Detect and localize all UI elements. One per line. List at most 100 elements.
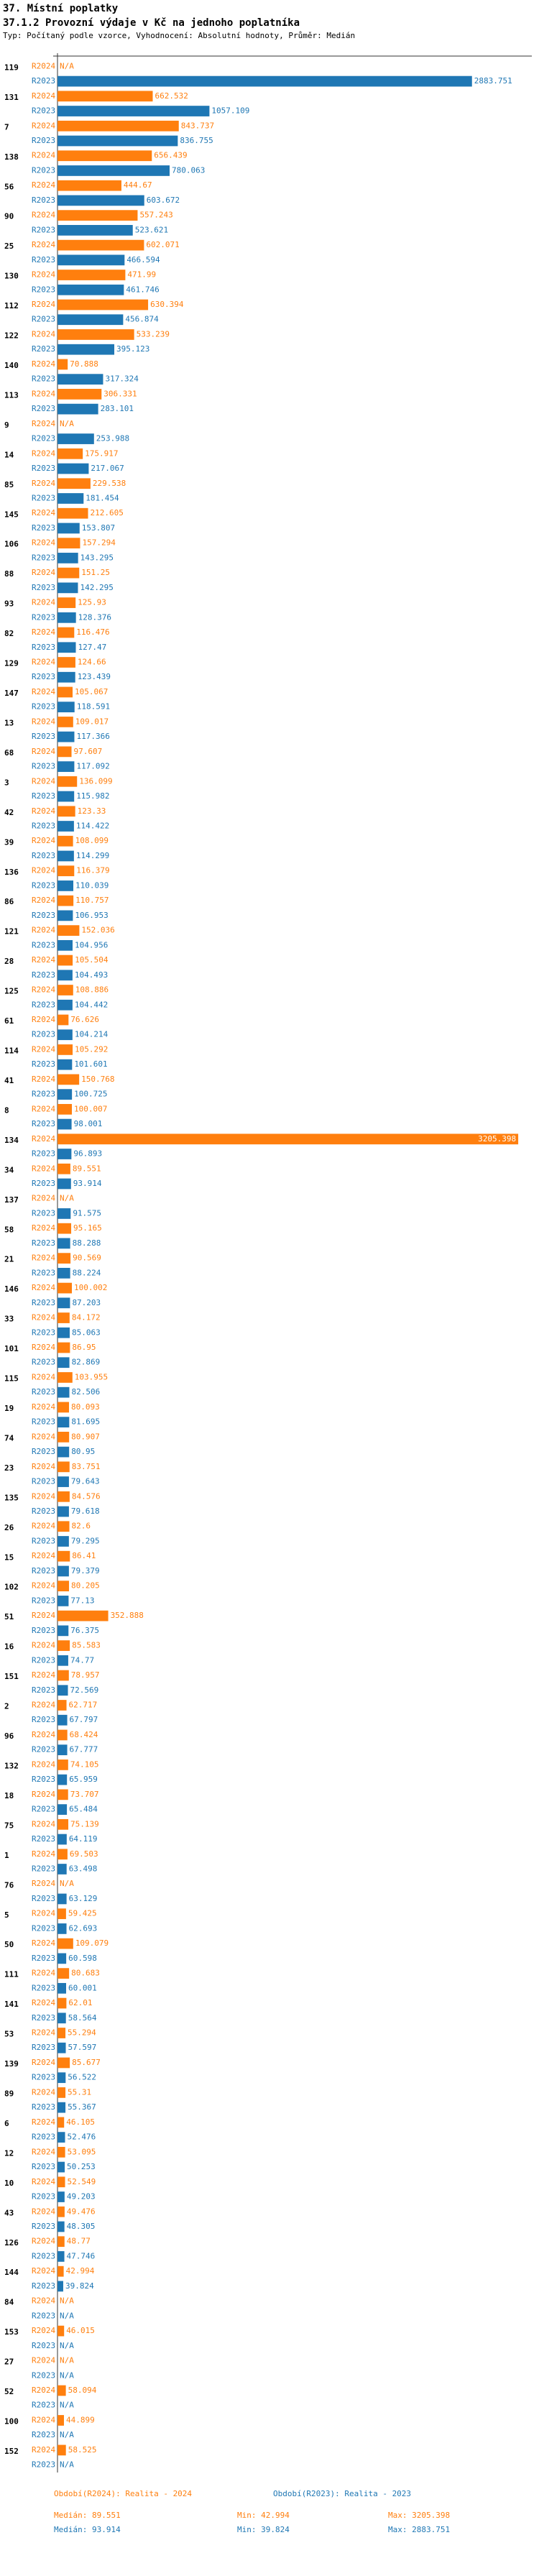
bar	[57, 2281, 63, 2292]
category-label: 88	[4, 569, 14, 579]
series-label: R2024	[32, 955, 55, 965]
value-label: 79.379	[71, 1566, 100, 1576]
series-label: R2024	[32, 1283, 55, 1292]
bar	[57, 1238, 70, 1249]
value-label: 58.094	[68, 2386, 97, 2395]
value-label: 116.379	[76, 866, 109, 875]
value-label: 46.105	[66, 2117, 95, 2127]
series-label: R2024	[32, 1402, 55, 1412]
category-label: 114	[4, 1046, 19, 1056]
bar	[57, 1834, 67, 1845]
series-label: R2023	[32, 2460, 55, 2470]
category-label: 82	[4, 629, 14, 638]
value-label: 67.777	[70, 1745, 98, 1754]
value-label: 70.888	[70, 359, 98, 369]
value-label: 72.569	[70, 1685, 99, 1695]
value-label: 55.294	[68, 2028, 96, 2038]
bar	[57, 1997, 67, 2009]
category-label: 152	[4, 2447, 19, 2456]
value-label: 117.366	[76, 732, 109, 741]
na-label: N/A	[60, 419, 74, 428]
category-label: 140	[4, 361, 19, 370]
stat: Medián: 89.551	[54, 2511, 121, 2520]
bar	[57, 1446, 70, 1458]
bar	[57, 270, 126, 280]
series-label: R2024	[32, 627, 55, 637]
stat-value: 89.551	[92, 2511, 121, 2520]
bar	[57, 75, 472, 87]
na-label: N/A	[60, 2401, 74, 2410]
series-label: R2023	[32, 2133, 55, 2142]
bar	[57, 1536, 69, 1547]
series-label: R2024	[32, 1581, 55, 1591]
series-label: R2024	[32, 329, 55, 339]
series-label: R2023	[32, 762, 55, 771]
bar	[57, 2236, 65, 2248]
series-label: R2024	[32, 2356, 55, 2365]
value-label: 836.755	[180, 136, 213, 145]
series-label: R2024	[32, 1104, 55, 1113]
bar	[57, 135, 178, 147]
value-label: 98.001	[74, 1119, 103, 1128]
series-label: R2023	[32, 106, 55, 116]
series-label: R2023	[32, 702, 55, 712]
category-label: 1	[4, 1851, 9, 1860]
stat: Max: 3205.398	[388, 2511, 450, 2520]
value-label: 109.017	[75, 717, 109, 726]
value-label: 106.953	[75, 911, 108, 920]
series-label: R2023	[32, 2370, 55, 2380]
bar	[57, 106, 210, 116]
series-label: R2024	[32, 1462, 55, 1471]
bar	[57, 1640, 70, 1651]
category-label: 121	[4, 927, 19, 937]
series-label: R2024	[32, 717, 55, 726]
series-label: R2024	[32, 270, 55, 280]
series-label: R2024	[32, 2266, 55, 2276]
stat-label: Max:	[388, 2511, 407, 2520]
value-label: 110.039	[75, 880, 109, 890]
category-label: 75	[4, 1821, 14, 1830]
value-label: 150.768	[81, 1075, 114, 1084]
series-label: R2024	[32, 211, 55, 220]
series-label: R2023	[32, 2073, 55, 2082]
value-label: 100.007	[74, 1104, 107, 1113]
series-label: R2024	[32, 1223, 55, 1233]
bar	[57, 1461, 70, 1473]
series-label: R2024	[32, 2237, 55, 2246]
category-label: 52	[4, 2387, 14, 2396]
bar	[57, 2102, 66, 2113]
value-label: 125.93	[78, 598, 106, 607]
series-label: R2024	[32, 1075, 55, 1084]
value-label: 88.288	[73, 1238, 101, 1248]
bar	[57, 1655, 68, 1666]
stat-value: 93.914	[92, 2525, 121, 2534]
bar	[57, 2444, 66, 2456]
value-label: 105.504	[75, 955, 109, 965]
value-label: 85.063	[72, 1328, 101, 1337]
value-label: 73.707	[70, 1790, 99, 1799]
category-label: 136	[4, 868, 19, 877]
value-label: 60.598	[68, 1954, 97, 1963]
value-label: 58.564	[68, 2013, 97, 2023]
category-label: 61	[4, 1016, 14, 1026]
bar	[57, 1491, 70, 1502]
bar	[57, 582, 78, 594]
series-label: R2023	[32, 2251, 55, 2260]
bar	[57, 1402, 70, 1413]
category-label: 145	[4, 510, 19, 519]
value-label: 55.367	[68, 2102, 96, 2112]
value-label: 843.737	[181, 121, 214, 130]
series-label: R2024	[32, 2207, 55, 2216]
bar	[57, 2087, 66, 2098]
na-label: N/A	[60, 2356, 74, 2365]
value-label: 81.695	[71, 1417, 100, 1427]
series-label: R2023	[32, 1059, 55, 1069]
bar	[57, 478, 91, 489]
series-label: R2023	[32, 225, 55, 234]
series-label: R2024	[32, 1760, 55, 1769]
value-label: 62.717	[69, 1700, 98, 1709]
series-label: R2024	[32, 1134, 55, 1144]
bar	[57, 746, 72, 758]
bar	[57, 761, 75, 772]
